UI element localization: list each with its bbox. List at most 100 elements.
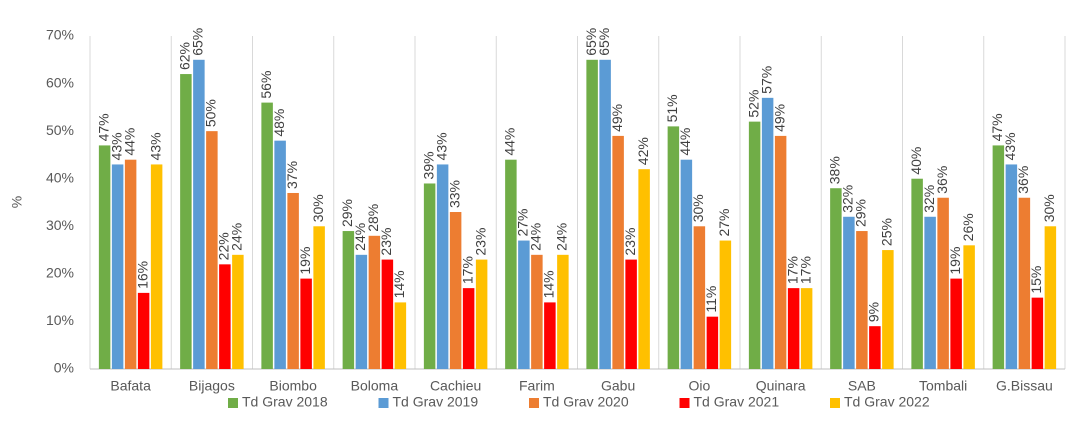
bar — [355, 254, 368, 369]
legend-swatch — [830, 398, 840, 408]
data-label: 49% — [609, 104, 625, 132]
y-tick-label: 70% — [46, 27, 74, 43]
legend-label: Td Grav 2021 — [694, 394, 780, 410]
bar — [150, 164, 163, 369]
data-label: 38% — [827, 156, 843, 184]
data-label: 30% — [310, 194, 326, 222]
data-label: 19% — [947, 247, 963, 275]
data-label: 24% — [229, 223, 245, 251]
data-label: 15% — [1028, 266, 1044, 294]
data-label: 56% — [258, 71, 274, 99]
legend-swatch — [679, 398, 690, 408]
data-label: 30% — [690, 194, 706, 222]
bar — [937, 197, 949, 369]
data-label: 19% — [297, 247, 313, 275]
legend-swatch — [228, 398, 238, 408]
legend-label: Td Grav 2020 — [543, 394, 629, 410]
bar — [693, 226, 706, 369]
bar — [206, 131, 218, 369]
y-tick-label: 50% — [46, 122, 74, 138]
bar — [950, 278, 962, 369]
bar — [924, 216, 936, 369]
data-label: 24% — [554, 223, 570, 251]
bar — [518, 240, 530, 369]
bar — [1005, 164, 1018, 369]
bar — [368, 235, 381, 369]
bar — [313, 226, 325, 369]
bar — [423, 183, 436, 369]
y-tick-label: 0% — [54, 360, 74, 376]
x-tick-label: G.Bissau — [996, 378, 1053, 394]
data-label: 27% — [716, 209, 732, 237]
x-tick-label: Cachieu — [430, 378, 481, 394]
bar — [625, 259, 637, 369]
data-label: 17% — [459, 256, 475, 284]
bar — [667, 126, 680, 369]
bar — [287, 192, 299, 369]
data-label: 44% — [121, 128, 137, 156]
data-label: 36% — [934, 166, 950, 194]
y-tick-label: 20% — [46, 265, 74, 281]
data-label: 9% — [866, 302, 882, 322]
legend-label: Td Grav 2018 — [242, 394, 328, 410]
bar — [882, 250, 894, 369]
data-label: 17% — [784, 256, 800, 284]
bar — [193, 59, 205, 370]
data-label: 52% — [745, 90, 761, 118]
data-label: 39% — [420, 151, 436, 179]
bar — [963, 245, 975, 369]
bar — [219, 264, 231, 369]
bar — [1044, 226, 1057, 369]
bar — [800, 288, 813, 369]
data-label: 29% — [339, 199, 355, 227]
bar — [830, 188, 842, 369]
bar — [232, 254, 244, 369]
legend-swatch — [529, 398, 539, 408]
data-label: 51% — [664, 94, 680, 122]
data-label: 14% — [541, 270, 557, 298]
x-tick-label: Quinara — [756, 378, 806, 394]
data-label: 43% — [433, 132, 449, 160]
bar — [992, 145, 1005, 369]
bar — [137, 292, 150, 369]
bar — [462, 288, 475, 369]
data-label: 17% — [797, 256, 813, 284]
data-label: 22% — [216, 232, 232, 260]
data-label: 43% — [147, 132, 163, 160]
x-tick-label: Boloma — [351, 378, 399, 394]
bar — [1031, 297, 1044, 369]
data-label: 28% — [365, 204, 381, 232]
bar — [911, 178, 923, 369]
data-label: 65% — [583, 28, 599, 56]
x-tick-label: Farim — [519, 378, 555, 394]
bar — [869, 326, 881, 369]
data-label: 27% — [515, 209, 531, 237]
data-label: 30% — [1041, 194, 1057, 222]
data-label: 24% — [528, 223, 544, 251]
bar — [856, 231, 868, 369]
bar — [748, 121, 761, 369]
bar — [475, 259, 488, 369]
legend-swatch — [378, 398, 389, 408]
data-label: 48% — [271, 109, 287, 137]
data-label: 16% — [134, 261, 150, 289]
bar — [436, 164, 449, 369]
x-tick-label: SAB — [848, 378, 876, 394]
bar — [381, 259, 394, 369]
data-label: 62% — [177, 42, 193, 70]
bar — [544, 302, 556, 369]
x-tick-label: Oio — [688, 378, 710, 394]
y-tick-label: 10% — [46, 312, 74, 328]
y-tick-label: 30% — [46, 217, 74, 233]
bar — [586, 59, 598, 370]
data-label: 47% — [95, 113, 111, 141]
data-label: 37% — [284, 161, 300, 189]
data-label: 43% — [1002, 132, 1018, 160]
bar — [680, 159, 693, 369]
x-tick-label: Bijagos — [189, 378, 235, 394]
y-tick-label: 40% — [46, 169, 74, 185]
bar — [111, 164, 124, 369]
bar — [505, 159, 517, 369]
bar — [274, 140, 286, 369]
data-label: 24% — [352, 223, 368, 251]
